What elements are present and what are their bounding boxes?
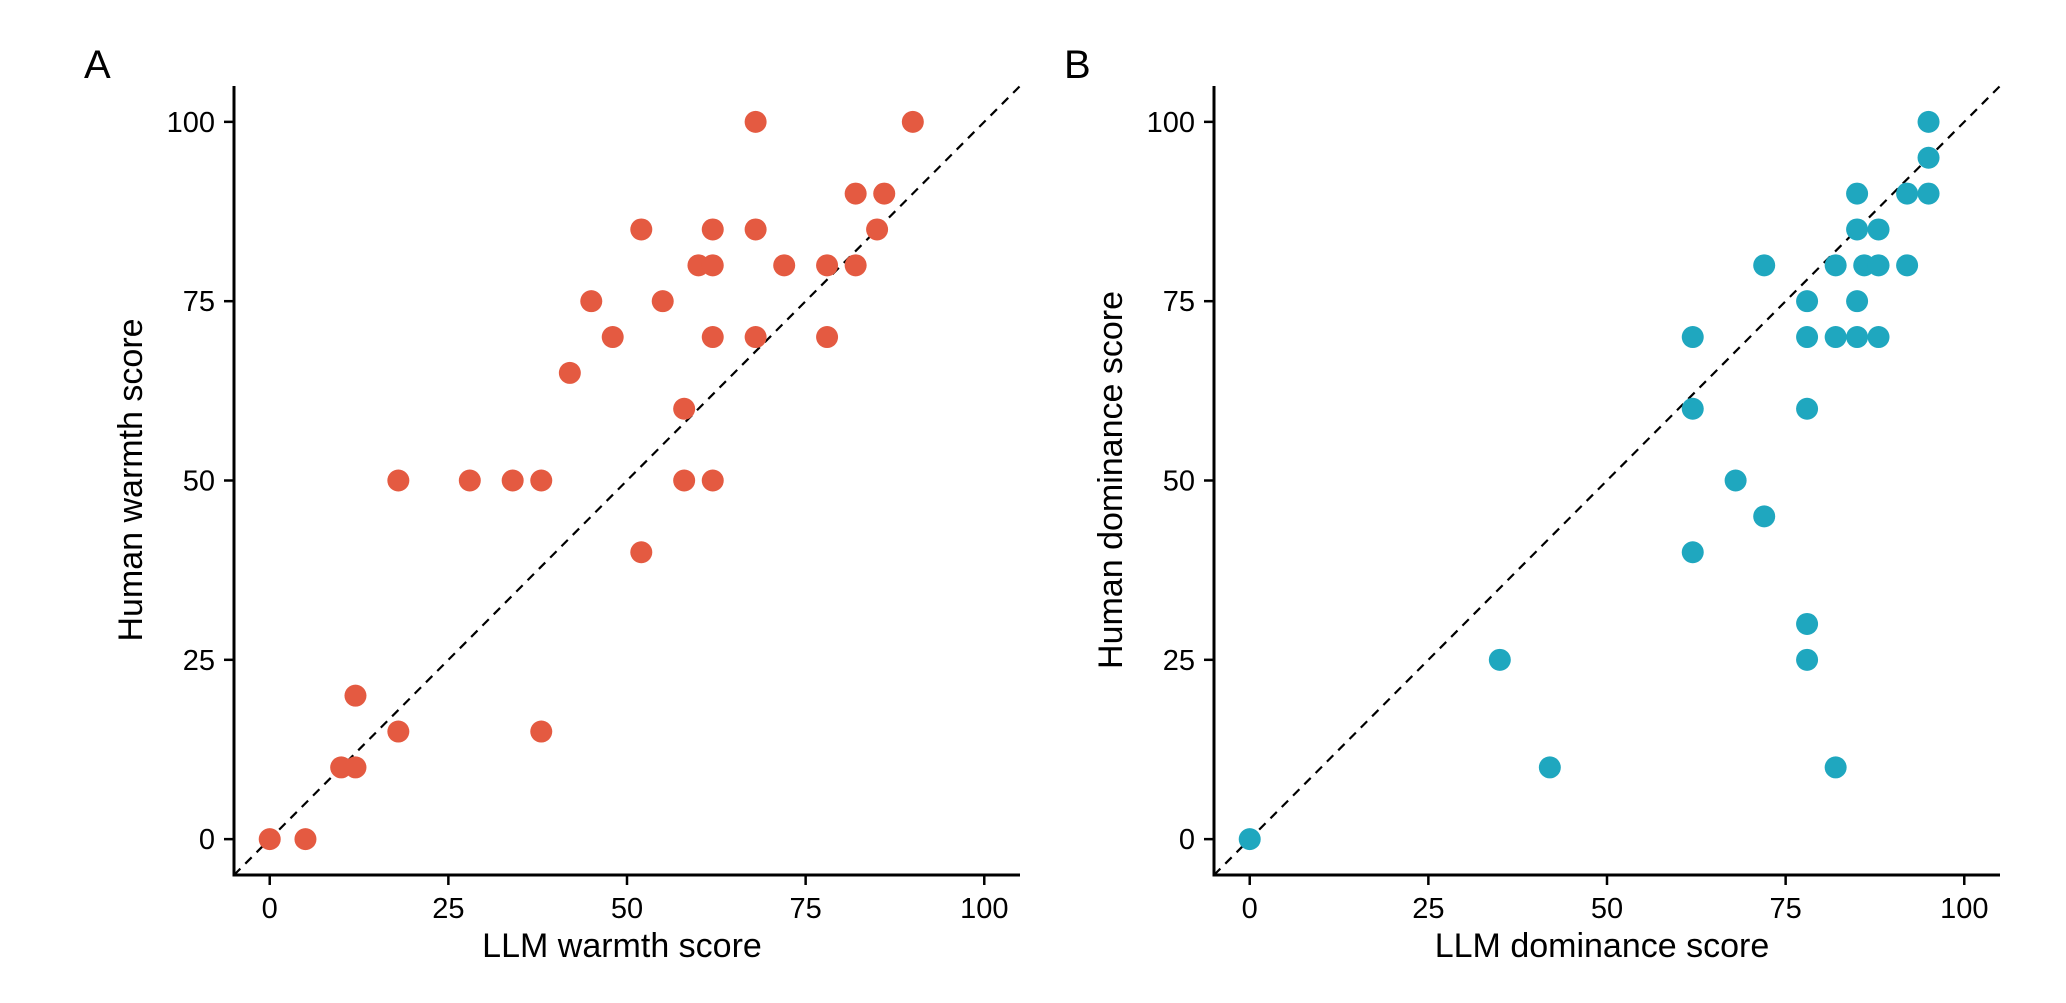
panel-a-data-point [701, 326, 724, 349]
panel-b-data-point [1753, 505, 1776, 528]
panel-a-data-point [344, 684, 367, 707]
panel-b-data-point [1824, 326, 1847, 349]
panel-a-data-point [816, 326, 839, 349]
panel-b-data-point [1681, 541, 1704, 564]
panel-b-x-tick-label: 75 [1770, 893, 1802, 925]
panel-a-x-tick-label: 75 [790, 893, 822, 925]
panel-a-data-point [816, 254, 839, 277]
panel-a-data-point [901, 110, 924, 133]
panel-b-y-tick-label: 0 [1179, 824, 1195, 856]
panel-a-x-tick-label: 25 [432, 893, 464, 925]
panel-a-data-point [258, 828, 281, 851]
panel-a-data-point [673, 469, 696, 492]
panel-a-data-point [773, 254, 796, 277]
panel-a-data-point [530, 469, 553, 492]
panel-a-y-tick-label: 0 [199, 824, 215, 856]
panel-b-data-point [1488, 648, 1511, 671]
panel-b-dominance: B 0 25 50 75 100 0 25 50 75 100 LLM dominance sco… [1064, 43, 2001, 965]
panel-b-data-point [1796, 290, 1819, 313]
panel-b-x-tick-label: 100 [1940, 893, 1988, 925]
panel-b-x-tick-label: 25 [1412, 893, 1444, 925]
panel-b-data-point [1896, 254, 1919, 277]
panel-b-x-axis-title: LLM dominance score [1435, 927, 1770, 965]
panel-b-data-point [1846, 326, 1869, 349]
panel-b-data-point [1824, 756, 1847, 779]
panel-a-data-point [701, 218, 724, 241]
panel-b-x-tick-label: 0 [1242, 893, 1258, 925]
panel-b-data-point [1796, 397, 1819, 420]
panel-b-data-point [1867, 326, 1890, 349]
panel-a-y-axis-title: Human warmth score [112, 318, 150, 641]
panel-b-y-tick-label: 75 [1163, 286, 1195, 318]
panel-a-data-point [501, 469, 524, 492]
panel-a-y-tick-label: 25 [183, 645, 215, 677]
panel-b-data-point [1917, 182, 1940, 205]
panel-a-data-point [580, 290, 603, 313]
panel-a-data-point [744, 218, 767, 241]
panel-b-y-axis-title: Human dominance score [1092, 291, 1130, 669]
panel-b-data-point [1796, 612, 1819, 635]
panel-a-data-point [558, 361, 581, 384]
panel-a-letter: A [84, 43, 111, 87]
panel-b-data-point [1681, 397, 1704, 420]
panel-b-data-point [1796, 326, 1819, 349]
panel-a-data-point [744, 110, 767, 133]
panel-b-letter: B [1064, 43, 1091, 87]
panel-a-y-tick-label: 50 [183, 466, 215, 498]
panel-b-y-tick-label: 25 [1163, 645, 1195, 677]
panel-a-x-axis-title: LLM warmth score [482, 927, 762, 965]
panel-a-data-point [630, 218, 653, 241]
panel-a-data-point [387, 720, 410, 743]
panel-b-marks: 0 25 50 75 100 0 25 50 75 100 [1147, 85, 2001, 925]
panel-a-reference-line [233, 85, 1021, 876]
panel-a-data-point [844, 182, 867, 205]
panel-a-data-point [458, 469, 481, 492]
panel-b-y-tick-label: 50 [1163, 466, 1195, 498]
panel-b-reference-line [1213, 85, 2001, 876]
panel-b-data-point [1846, 218, 1869, 241]
panel-a-data-point [873, 182, 896, 205]
panel-b-data-point [1917, 110, 1940, 133]
panel-b-data-point [1896, 182, 1919, 205]
panel-b-data-point [1796, 648, 1819, 671]
panel-a-data-point [294, 828, 317, 851]
panel-a-x-tick-label: 0 [262, 893, 278, 925]
panel-a-data-point [530, 720, 553, 743]
panel-b-data-point [1681, 326, 1704, 349]
panel-a-x-tick-label: 50 [611, 893, 643, 925]
panel-a-data-point [601, 326, 624, 349]
panel-a-marks: 0 25 50 75 100 0 25 50 75 100 [167, 85, 1021, 925]
panel-b-data-point [1867, 254, 1890, 277]
panel-a-y-tick-label: 75 [183, 286, 215, 318]
panel-b-data-point [1538, 756, 1561, 779]
panel-a-data-point [744, 326, 767, 349]
panel-a-data-point [387, 469, 410, 492]
panel-a-data-point [866, 218, 889, 241]
panel-b-data-point [1238, 828, 1261, 851]
panel-b-data-point [1867, 218, 1890, 241]
panel-a-data-point [630, 541, 653, 564]
panel-a-data-point [651, 290, 674, 313]
panel-b-data-point [1724, 469, 1747, 492]
panel-b-x-tick-label: 50 [1591, 893, 1623, 925]
panel-a-data-point [701, 254, 724, 277]
panel-a-data-point [673, 397, 696, 420]
panel-b-data-point [1753, 254, 1776, 277]
panel-a-x-tick-label: 100 [960, 893, 1008, 925]
panel-b-data-point [1824, 254, 1847, 277]
panel-b-data-point [1917, 146, 1940, 169]
panel-a-data-point [701, 469, 724, 492]
panel-a-y-tick-label: 100 [167, 107, 215, 139]
panel-b-data-point [1846, 290, 1869, 313]
panel-a-data-point [344, 756, 367, 779]
panel-b-data-point [1846, 182, 1869, 205]
panel-a-data-point [844, 254, 867, 277]
panel-b-y-tick-label: 100 [1147, 107, 1195, 139]
